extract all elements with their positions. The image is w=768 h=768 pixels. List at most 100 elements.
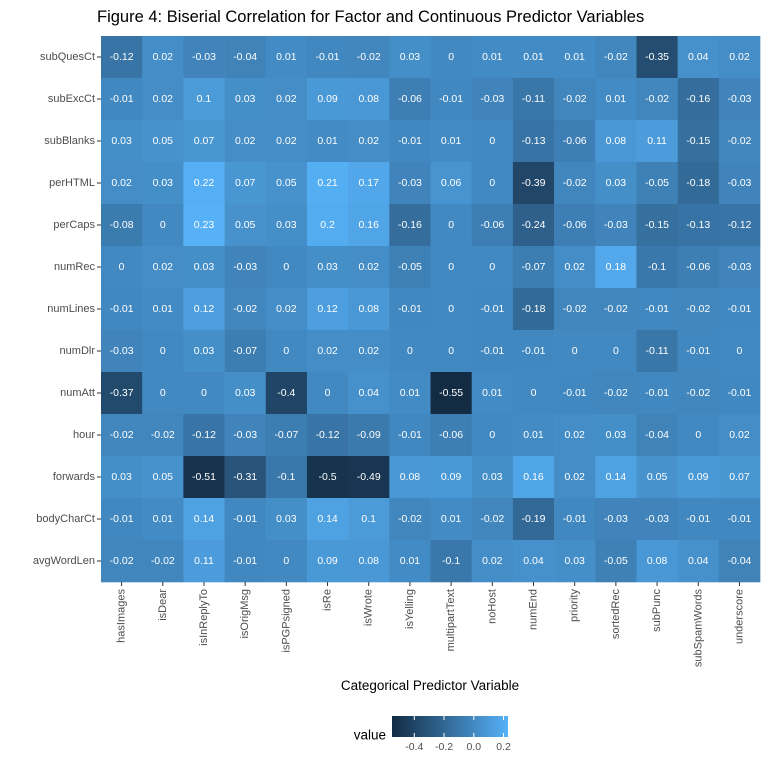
heatmap-cell <box>389 78 431 121</box>
heatmap-cell <box>595 372 637 415</box>
cell-value-label: -0.02 <box>686 303 710 315</box>
heatmap-cell <box>554 120 596 163</box>
heatmap-cell <box>636 540 678 583</box>
heatmap-cell <box>183 246 225 289</box>
x-tick-label: isYelling <box>404 589 416 629</box>
cell-value-label: 0.03 <box>482 471 503 483</box>
heatmap-cell <box>471 120 514 163</box>
x-axis-ticks: hasImages isDear isInReplyTo isOrigMsg isPGP… <box>116 582 745 667</box>
heatmap-cell <box>101 204 143 247</box>
heatmap-cell <box>595 120 637 163</box>
heatmap-cell <box>142 204 184 247</box>
cell-value-label: -0.35 <box>645 51 669 63</box>
legend-title: value <box>354 728 386 743</box>
cell-value-label: -0.01 <box>439 93 463 105</box>
cell-value-label: -0.01 <box>563 387 587 399</box>
cell-value-label: -0.01 <box>480 345 504 357</box>
cell-value-label: 0.09 <box>688 471 709 483</box>
heatmap-cell <box>471 78 514 121</box>
heatmap-cell <box>595 36 637 79</box>
cell-value-label: 0.01 <box>564 51 585 63</box>
cell-value-label: -0.12 <box>110 51 134 63</box>
cell-value-label: 0 <box>489 135 495 147</box>
cell-value-label: 0.04 <box>688 51 709 63</box>
heatmap-cell <box>224 78 267 121</box>
cell-value-label: -0.39 <box>522 177 546 189</box>
heatmap-cell <box>595 162 637 205</box>
cell-value-label: -0.04 <box>645 429 669 441</box>
heatmap-cell <box>183 78 225 121</box>
cell-value-label: 0.03 <box>276 513 297 525</box>
cell-value-label: 0.16 <box>523 471 544 483</box>
heatmap-cell <box>389 456 431 499</box>
heatmap-cell <box>142 540 184 583</box>
heatmap-cell <box>636 498 678 541</box>
cell-value-label: 0 <box>695 429 701 441</box>
y-tick-label: hour <box>73 429 95 441</box>
cell-value-label: -0.03 <box>480 93 504 105</box>
heatmap-cell <box>718 204 761 247</box>
cell-value-label: -0.1 <box>277 471 295 483</box>
heatmap-cell <box>389 162 431 205</box>
heatmap-cell <box>142 288 184 331</box>
heatmap-cell <box>512 498 555 541</box>
heatmap-cell <box>348 288 390 331</box>
cell-value-label: 0.01 <box>482 51 503 63</box>
heatmap-cell <box>306 204 349 247</box>
x-tick-label: hasImages <box>116 589 128 643</box>
cell-value-label: 0 <box>407 345 413 357</box>
cell-value-label: 0.02 <box>482 555 503 567</box>
cell-value-label: 0 <box>160 387 166 399</box>
cell-value-label: 0.05 <box>276 177 297 189</box>
cell-value-label: -0.06 <box>480 219 504 231</box>
cell-value-label: 0.07 <box>235 177 256 189</box>
heatmap-cell <box>554 288 596 331</box>
heatmap-cell <box>142 36 184 79</box>
cell-value-label: 0.07 <box>729 471 750 483</box>
cell-value-label: 0 <box>448 51 454 63</box>
cell-value-label: 0.01 <box>276 51 297 63</box>
heatmap-cell <box>595 540 637 583</box>
heatmap-cell <box>265 498 308 541</box>
y-tick-label: subQuesCt <box>40 51 95 63</box>
cell-value-label: -0.13 <box>686 219 710 231</box>
cell-value-label: -0.03 <box>645 513 669 525</box>
heatmap-cell <box>389 414 431 457</box>
heatmap-cell <box>595 288 637 331</box>
cell-value-label: 0 <box>201 387 207 399</box>
heatmap-cell <box>224 204 267 247</box>
heatmap-cell <box>389 246 431 289</box>
cell-value-label: -0.02 <box>604 303 628 315</box>
cell-value-label: -0.07 <box>274 429 298 441</box>
cell-value-label: -0.01 <box>110 513 134 525</box>
heatmap-cell <box>718 246 761 289</box>
heatmap-cell <box>677 456 720 499</box>
heatmap-cell <box>554 330 596 373</box>
cell-value-label: 0.02 <box>235 135 256 147</box>
cell-value-label: -0.02 <box>645 93 669 105</box>
heatmap-cell <box>595 204 637 247</box>
cell-value-label: 0.03 <box>235 93 256 105</box>
heatmap-cell <box>101 498 143 541</box>
cell-value-label: -0.01 <box>727 303 751 315</box>
x-tick-label: isOrigMsg <box>239 589 251 639</box>
legend: value -0.4 -0.2 0.0 0.2 <box>354 716 511 753</box>
cell-value-label: 0.03 <box>564 555 585 567</box>
cell-value-label: -0.06 <box>439 429 463 441</box>
heatmap-cell <box>183 414 225 457</box>
cell-value-label: 0 <box>489 429 495 441</box>
heatmap-cell <box>718 288 761 331</box>
heatmap-cell <box>677 78 720 121</box>
heatmap-cell <box>265 330 308 373</box>
heatmap-cell <box>348 120 390 163</box>
cell-value-label: -0.03 <box>604 219 628 231</box>
heatmap-cell <box>265 456 308 499</box>
cell-value-label: 0 <box>737 345 743 357</box>
heatmap-cell <box>265 204 308 247</box>
heatmap-cell <box>471 36 514 79</box>
cell-value-label: -0.03 <box>727 261 751 273</box>
heatmap-cell <box>389 204 431 247</box>
cell-value-label: 0.01 <box>153 303 174 315</box>
heatmap-cell <box>718 78 761 121</box>
heatmap-cell <box>430 204 473 247</box>
